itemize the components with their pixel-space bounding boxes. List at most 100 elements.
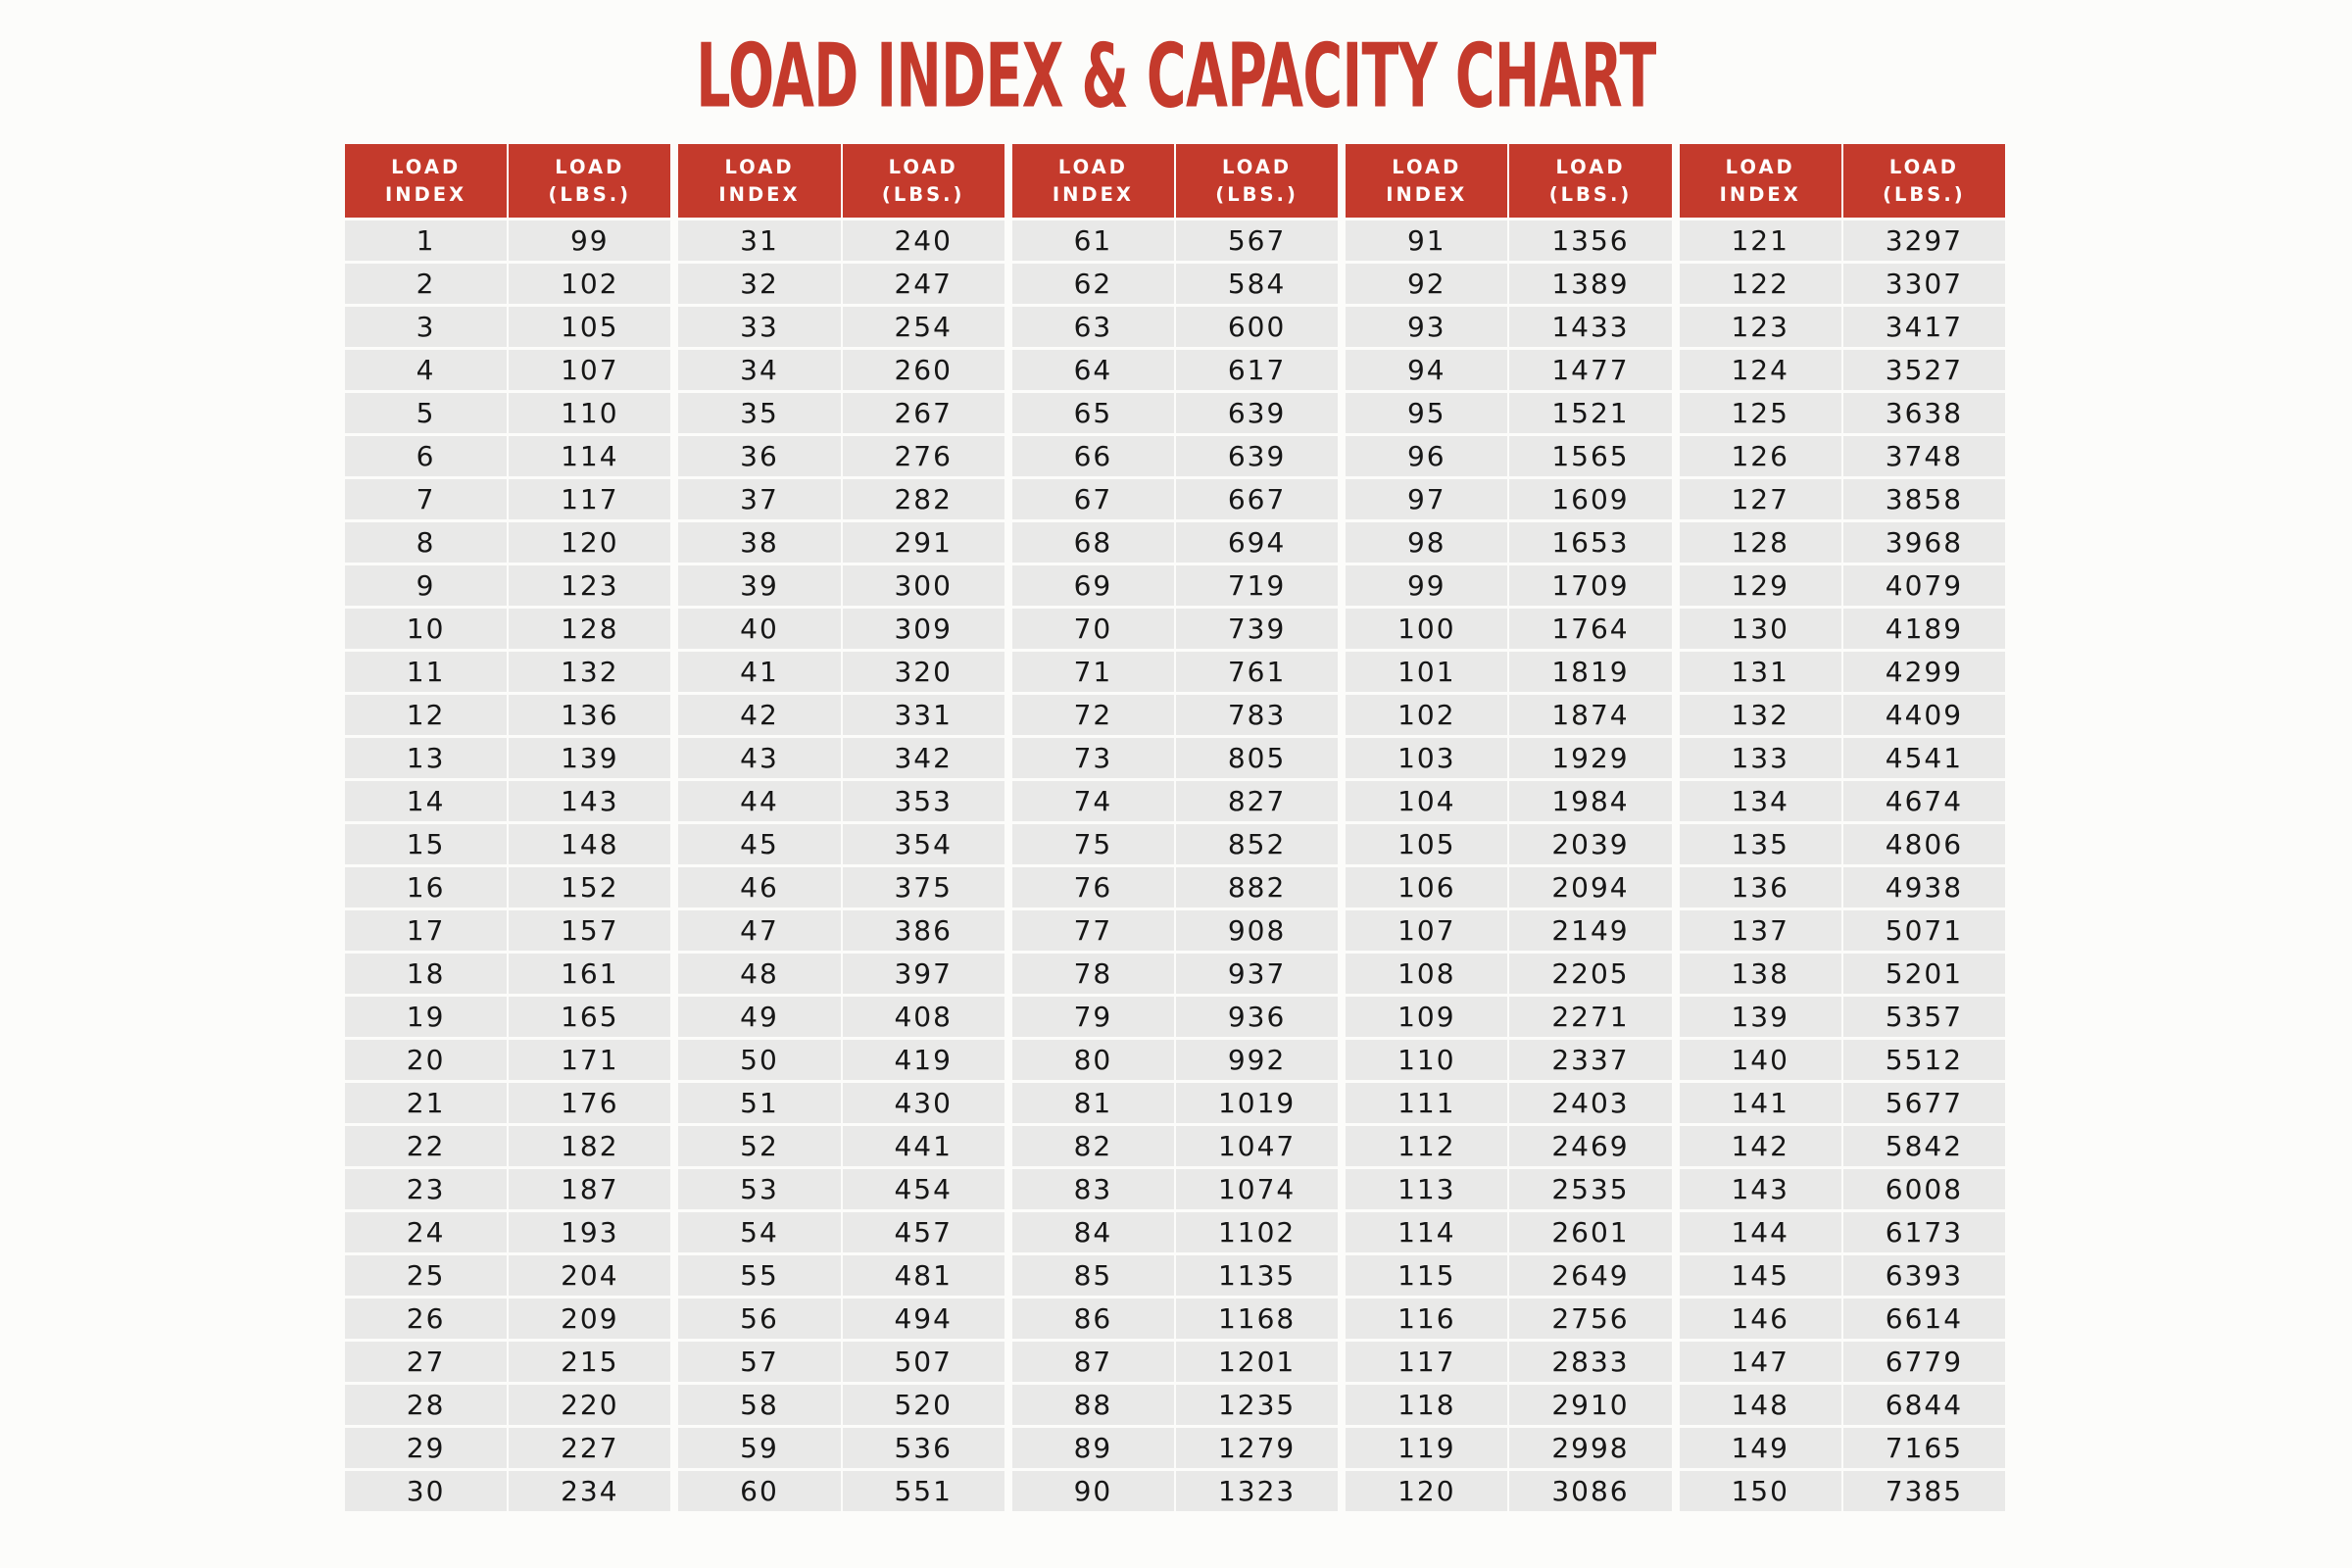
header-line: LOAD [1725, 156, 1795, 179]
load-lbs-cell: 2094 [1509, 867, 1672, 907]
load-index-cell: 139 [1679, 997, 1841, 1037]
load-lbs-cell: 1477 [1509, 350, 1672, 390]
load-index-cell: 16 [345, 867, 508, 907]
load-index-cell: 54 [678, 1212, 841, 1252]
load-lbs-cell: 2910 [1509, 1385, 1672, 1425]
load-index-cell: 52 [678, 1126, 841, 1166]
load-index-cell: 86 [1011, 1298, 1174, 1339]
load-lbs-cell: 639 [1175, 436, 1339, 476]
load-lbs-cell: 3748 [1842, 436, 2005, 476]
load-index-cell: 93 [1346, 307, 1508, 347]
load-index-cell: 53 [678, 1169, 841, 1209]
load-lbs-cell: 1709 [1509, 565, 1672, 606]
load-lbs-cell: 7165 [1842, 1428, 2005, 1468]
load-index-cell: 131 [1679, 652, 1841, 692]
load-lbs-cell: 852 [1175, 824, 1339, 864]
load-lbs-cell: 584 [1175, 264, 1339, 304]
load-index-cell: 68 [1011, 522, 1174, 563]
load-lbs-cell: 1074 [1175, 1169, 1339, 1209]
load-lbs-cell: 536 [842, 1428, 1004, 1468]
load-lbs-cell: 3307 [1842, 264, 2005, 304]
load-index-cell: 43 [678, 738, 841, 778]
load-index-cell: 91 [1346, 220, 1508, 261]
load-lbs-cell: 260 [842, 350, 1004, 390]
header-line: LOAD [888, 156, 958, 179]
load-index-cell: 148 [1679, 1385, 1841, 1425]
load-index-cell: 70 [1011, 609, 1174, 649]
load-lbs-cell: 342 [842, 738, 1004, 778]
load-index-cell: 55 [678, 1255, 841, 1296]
load-index-cell: 103 [1346, 738, 1508, 778]
load-index-cell: 132 [1679, 695, 1841, 735]
load-lbs-cell: 193 [509, 1212, 671, 1252]
load-index-cell: 80 [1011, 1040, 1174, 1080]
load-index-cell: 78 [1011, 954, 1174, 994]
load-lbs-cell: 2535 [1509, 1169, 1672, 1209]
load-index-cell: 112 [1346, 1126, 1508, 1166]
load-lbs-cell: 187 [509, 1169, 671, 1209]
load-index-cell: 89 [1011, 1428, 1174, 1468]
load-index-cell: 121 [1679, 220, 1841, 261]
load-lbs-cell: 276 [842, 436, 1004, 476]
load-lbs-cell: 1929 [1509, 738, 1672, 778]
load-index-cell: 66 [1011, 436, 1174, 476]
load-index-cell: 97 [1346, 479, 1508, 519]
load-lbs-cell: 240 [842, 220, 1004, 261]
load-lbs-cell: 227 [509, 1428, 671, 1468]
chart-title: LOAD INDEX & CAPACITY CHART [696, 24, 1656, 128]
load-index-cell: 147 [1679, 1342, 1841, 1382]
load-index-cell: 60 [678, 1471, 841, 1511]
load-lbs-cell: 937 [1175, 954, 1339, 994]
load-lbs-cell: 992 [1175, 1040, 1339, 1080]
load-lbs-cell: 481 [842, 1255, 1004, 1296]
header-line: INDEX [1719, 182, 1801, 206]
load-lbs-cell: 6779 [1842, 1342, 2005, 1382]
load-lbs-cell: 4299 [1842, 652, 2005, 692]
load-index-cell: 28 [345, 1385, 508, 1425]
load-lbs-cell: 1389 [1509, 264, 1672, 304]
load-index-cell: 21 [345, 1083, 508, 1123]
load-lbs-cell: 2039 [1509, 824, 1672, 864]
load-lbs-cell: 3638 [1842, 393, 2005, 433]
load-lbs-cell: 136 [509, 695, 671, 735]
header-line: LOAD [391, 156, 462, 179]
load-lbs-cell: 1135 [1175, 1255, 1339, 1296]
load-index-cell: 46 [678, 867, 841, 907]
load-lbs-cell: 882 [1175, 867, 1339, 907]
load-index-cell: 2 [345, 264, 508, 304]
load-lbs-cell: 2469 [1509, 1126, 1672, 1166]
load-index-cell: 17 [345, 910, 508, 951]
load-index-cell: 96 [1346, 436, 1508, 476]
load-index-cell: 15 [345, 824, 508, 864]
load-index-cell: 74 [1011, 781, 1174, 821]
load-lbs-cell: 148 [509, 824, 671, 864]
column-header-load-lbs: LOAD (LBS.) [509, 144, 671, 218]
load-index-cell: 47 [678, 910, 841, 951]
load-lbs-cell: 117 [509, 479, 671, 519]
load-index-cell: 18 [345, 954, 508, 994]
load-lbs-cell: 3858 [1842, 479, 2005, 519]
header-line: LOAD [1392, 156, 1462, 179]
load-index-cell: 119 [1346, 1428, 1508, 1468]
load-index-cell: 133 [1679, 738, 1841, 778]
load-index-cell: 26 [345, 1298, 508, 1339]
load-lbs-cell: 5201 [1842, 954, 2005, 994]
load-lbs-cell: 2833 [1509, 1342, 1672, 1382]
load-index-cell: 38 [678, 522, 841, 563]
load-lbs-cell: 6173 [1842, 1212, 2005, 1252]
load-index-cell: 141 [1679, 1083, 1841, 1123]
load-index-cell: 36 [678, 436, 841, 476]
load-index-cell: 124 [1679, 350, 1841, 390]
load-lbs-cell: 739 [1175, 609, 1339, 649]
load-lbs-cell: 1609 [1509, 479, 1672, 519]
load-lbs-cell: 6844 [1842, 1385, 2005, 1425]
load-index-cell: 24 [345, 1212, 508, 1252]
load-index-cell: 123 [1679, 307, 1841, 347]
load-lbs-cell: 2337 [1509, 1040, 1672, 1080]
load-lbs-cell: 2205 [1509, 954, 1672, 994]
load-index-cell: 142 [1679, 1126, 1841, 1166]
load-lbs-cell: 1019 [1175, 1083, 1339, 1123]
load-lbs-cell: 1168 [1175, 1298, 1339, 1339]
load-index-cell: 113 [1346, 1169, 1508, 1209]
load-lbs-cell: 254 [842, 307, 1004, 347]
